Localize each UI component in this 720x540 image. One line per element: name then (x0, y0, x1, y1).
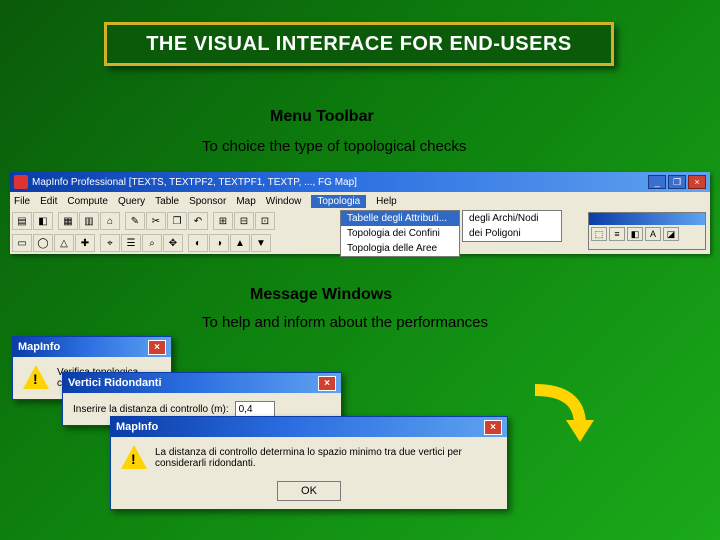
slide-title-box: THE VISUAL INTERFACE FOR END-USERS (104, 22, 614, 66)
floater-button[interactable]: A (645, 227, 661, 241)
toolbar-button[interactable]: ⌕ (142, 234, 162, 252)
app-titlebar: MapInfo Professional [TEXTS, TEXTPF2, TE… (10, 172, 710, 192)
dialog-mapinfo-info: MapInfo × La distanza di controllo deter… (110, 416, 508, 510)
floater-button[interactable]: ⬚ (591, 227, 607, 241)
toolbar-button[interactable]: ❐ (167, 212, 187, 230)
app-icon (14, 175, 28, 189)
distance-input[interactable] (235, 401, 275, 417)
menu-item-active[interactable]: Topologia (311, 195, 366, 208)
toolbar-button[interactable]: ▲ (230, 234, 250, 252)
dialog2-title: Vertici Ridondanti (68, 377, 162, 389)
toolbar-button[interactable]: ☰ (121, 234, 141, 252)
toolbar-button[interactable]: ⊞ (213, 212, 233, 230)
dialog2-close-button[interactable]: × (318, 376, 336, 391)
toolbar-area: ▤ ◧ ▦ ▥ ⌂ ✎ ✂ ❐ ↶ ⊞ ⊟ ⊡ ▭ ◯ △ ✚ ⌖ ☰ ⌕ ✥ (10, 210, 710, 254)
toolbar-button[interactable]: ▤ (12, 212, 32, 230)
toolbar-button[interactable]: ◑ (209, 234, 229, 252)
menu-item[interactable]: Map (236, 196, 255, 207)
section2-subheading: To help and inform about the performance… (202, 314, 488, 331)
toolbar-button[interactable]: ▼ (251, 234, 271, 252)
toolbar-button[interactable]: ▦ (58, 212, 78, 230)
toolbar-button[interactable]: ▥ (79, 212, 99, 230)
toolbar-button[interactable]: ✥ (163, 234, 183, 252)
dialog3-title: MapInfo (116, 421, 158, 433)
menu-item[interactable]: Window (266, 196, 302, 207)
menu-bar: File Edit Compute Query Table Sponsor Ma… (10, 192, 710, 210)
dropdown-item[interactable]: Topologia dei Confini (341, 226, 459, 241)
floating-toolbar-title (589, 213, 705, 225)
menu-item[interactable]: Help (376, 196, 397, 207)
section1-subheading: To choice the type of topological checks (202, 138, 466, 155)
curved-arrow-icon (520, 380, 600, 450)
section1-heading: Menu Toolbar (270, 108, 374, 126)
dialog3-text: La distanza di controllo determina lo sp… (155, 447, 497, 469)
section2-heading: Message Windows (250, 286, 392, 304)
toolbar-button[interactable]: ⌖ (100, 234, 120, 252)
toolbar-button[interactable]: ◧ (33, 212, 53, 230)
floater-button[interactable]: ◪ (663, 227, 679, 241)
toolbar-button[interactable]: ⌂ (100, 212, 120, 230)
toolbar-button[interactable]: ⊟ (234, 212, 254, 230)
dialog1-close-button[interactable]: × (148, 340, 166, 355)
submenu-item[interactable]: degli Archi/Nodi (463, 211, 561, 226)
warning-icon (121, 445, 147, 471)
dialog3-body: La distanza di controllo determina lo sp… (111, 437, 507, 479)
submenu[interactable]: degli Archi/Nodi dei Poligoni (462, 210, 562, 242)
menu-item[interactable]: Sponsor (189, 196, 226, 207)
toolbar-button[interactable]: ◯ (33, 234, 53, 252)
toolbar-button[interactable]: ✂ (146, 212, 166, 230)
dialog3-close-button[interactable]: × (484, 420, 502, 435)
menu-item[interactable]: Edit (40, 196, 57, 207)
window-close-button[interactable]: × (688, 175, 706, 189)
warning-icon (23, 365, 49, 391)
toolbar-button[interactable]: ✚ (75, 234, 95, 252)
dialog2-titlebar: Vertici Ridondanti × (63, 373, 341, 393)
floater-button[interactable]: ≡ (609, 227, 625, 241)
menu-item[interactable]: Compute (67, 196, 108, 207)
menu-item[interactable]: File (14, 196, 30, 207)
dialog3-titlebar: MapInfo × (111, 417, 507, 437)
window-min-button[interactable]: _ (648, 175, 666, 189)
slide-title: THE VISUAL INTERFACE FOR END-USERS (146, 33, 572, 56)
ok-button[interactable]: OK (277, 481, 341, 501)
toolbar-button[interactable]: ✎ (125, 212, 145, 230)
window-max-button[interactable]: ❐ (668, 175, 686, 189)
toolbar-button[interactable]: ⊡ (255, 212, 275, 230)
toolbar-button[interactable]: ↶ (188, 212, 208, 230)
menu-item[interactable]: Query (118, 196, 145, 207)
dialog1-title: MapInfo (18, 341, 60, 353)
topologia-dropdown[interactable]: Tabelle degli Attributi... Topologia dei… (340, 210, 460, 257)
toolbar-button[interactable]: ◐ (188, 234, 208, 252)
toolbar-button[interactable]: △ (54, 234, 74, 252)
dialog1-titlebar: MapInfo × (13, 337, 171, 357)
toolbar-screenshot: MapInfo Professional [TEXTS, TEXTPF2, TE… (10, 172, 710, 254)
dropdown-item-selected[interactable]: Tabelle degli Attributi... (341, 211, 459, 226)
toolbar-button[interactable]: ▭ (12, 234, 32, 252)
app-title-text: MapInfo Professional [TEXTS, TEXTPF2, TE… (32, 177, 357, 188)
dropdown-item[interactable]: Topologia delle Aree (341, 241, 459, 256)
floating-toolbar[interactable]: ⬚ ≡ ◧ A ◪ (588, 212, 706, 250)
floater-button[interactable]: ◧ (627, 227, 643, 241)
submenu-item[interactable]: dei Poligoni (463, 226, 561, 241)
menu-item[interactable]: Table (155, 196, 179, 207)
dialog2-label: Inserire la distanza di controllo (m): (73, 404, 229, 415)
